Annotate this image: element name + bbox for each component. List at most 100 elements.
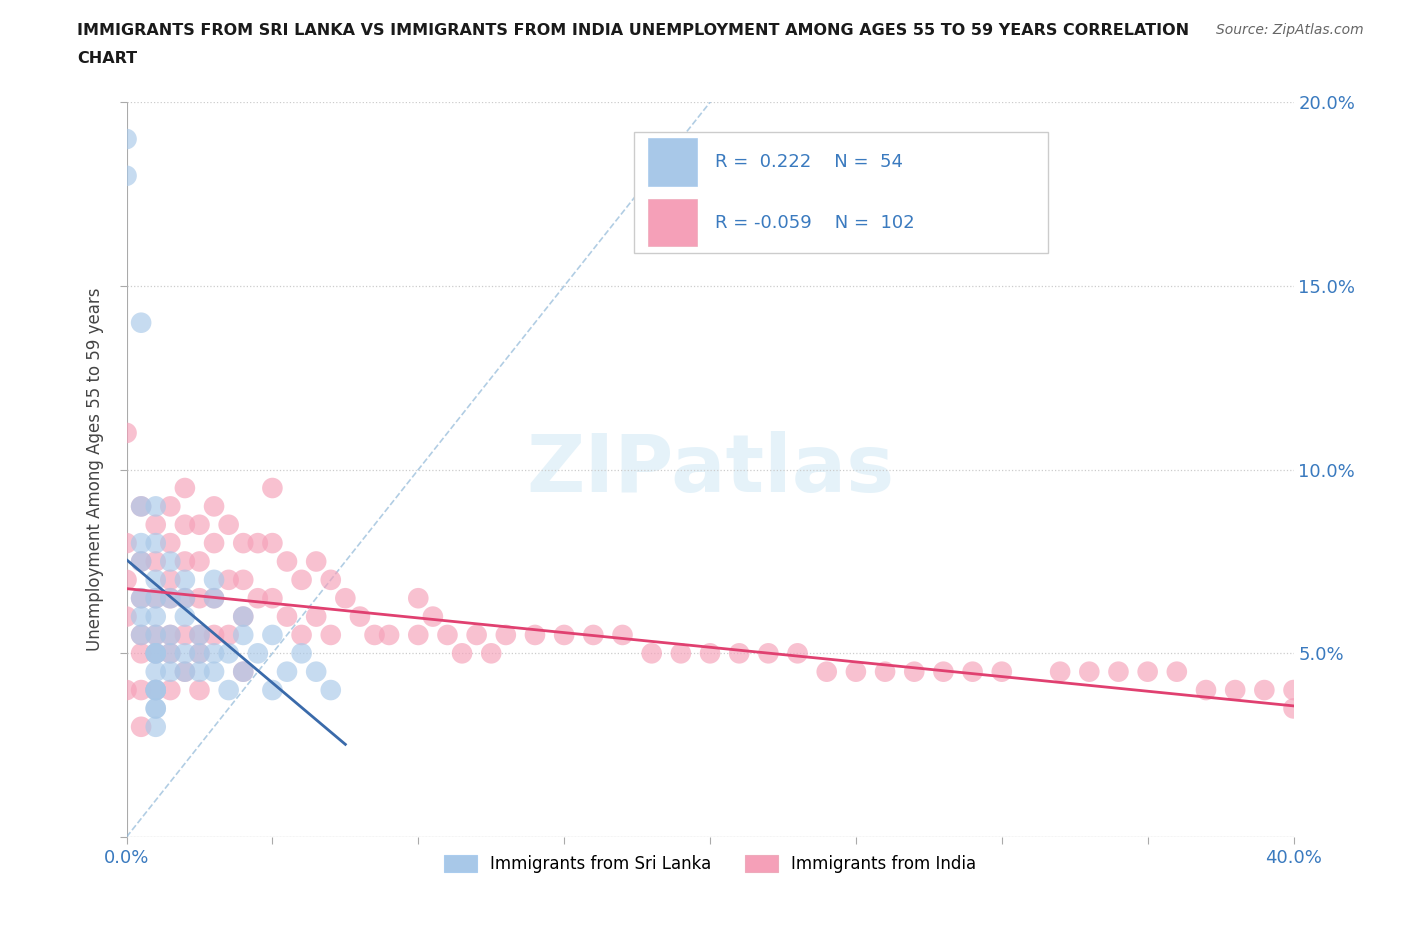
Point [1282,701,1305,716]
Point [174,591,197,605]
Point [145,645,167,660]
Point [202,628,225,643]
Point [174,591,197,605]
Point [129,683,152,698]
Text: Source: ZipAtlas.com: Source: ZipAtlas.com [1216,23,1364,37]
Point [1049,664,1071,679]
Point [246,536,269,551]
Point [115,536,138,551]
Point [174,645,197,660]
Point [232,572,254,588]
Point [145,572,167,588]
Point [115,683,138,698]
Point [246,591,269,605]
Point [305,664,328,679]
Point [188,517,211,532]
Point [378,628,401,643]
Point [174,572,197,588]
Point [129,554,152,569]
Point [218,683,240,698]
Point [319,683,342,698]
Point [174,481,197,496]
Legend: Immigrants from Sri Lanka, Immigrants from India: Immigrants from Sri Lanka, Immigrants fr… [437,848,983,880]
Point [232,664,254,679]
Point [174,609,197,624]
Point [1282,683,1305,698]
Point [188,591,211,605]
Point [305,609,328,624]
Point [159,498,181,513]
Point [276,664,298,679]
Point [495,628,517,643]
Point [262,628,284,643]
Point [129,498,152,513]
Point [218,628,240,643]
Point [1078,664,1101,679]
Point [1312,701,1334,716]
Point [932,664,955,679]
Point [728,645,751,660]
Point [202,664,225,679]
Point [115,426,138,441]
Point [290,628,312,643]
Point [290,645,312,660]
Point [218,572,240,588]
Point [129,591,152,605]
Point [115,572,138,588]
FancyBboxPatch shape [634,132,1049,253]
Point [202,572,225,588]
Point [159,572,181,588]
Point [479,645,502,660]
Point [145,683,167,698]
Point [145,720,167,735]
Point [115,168,138,183]
Point [335,591,357,605]
Point [990,664,1012,679]
Point [875,664,897,679]
Point [202,591,225,605]
Point [145,645,167,660]
Point [699,645,721,660]
Point [246,645,269,660]
Point [756,645,779,660]
Point [145,664,167,679]
Point [232,536,254,551]
Point [129,628,152,643]
Point [129,554,152,569]
Point [276,554,298,569]
Point [159,664,181,679]
Point [232,628,254,643]
Point [669,645,692,660]
Point [786,645,808,660]
Point [188,628,211,643]
Point [262,683,284,698]
Point [145,645,167,660]
Point [174,664,197,679]
Y-axis label: Unemployment Among Ages 55 to 59 years: Unemployment Among Ages 55 to 59 years [86,288,104,651]
Point [159,683,181,698]
Point [202,498,225,513]
Point [115,609,138,624]
Point [582,628,605,643]
Point [188,664,211,679]
Point [290,572,312,588]
Point [262,591,284,605]
Point [1223,683,1246,698]
Point [465,628,488,643]
Point [145,498,167,513]
Point [1136,664,1159,679]
Point [422,609,444,624]
Point [218,645,240,660]
Text: CHART: CHART [77,51,138,66]
Point [129,498,152,513]
Point [188,645,211,660]
Point [815,664,838,679]
Point [202,536,225,551]
Point [262,481,284,496]
Point [174,517,197,532]
Point [640,645,664,660]
Point [145,609,167,624]
Point [159,645,181,660]
Point [159,536,181,551]
Point [1253,683,1275,698]
